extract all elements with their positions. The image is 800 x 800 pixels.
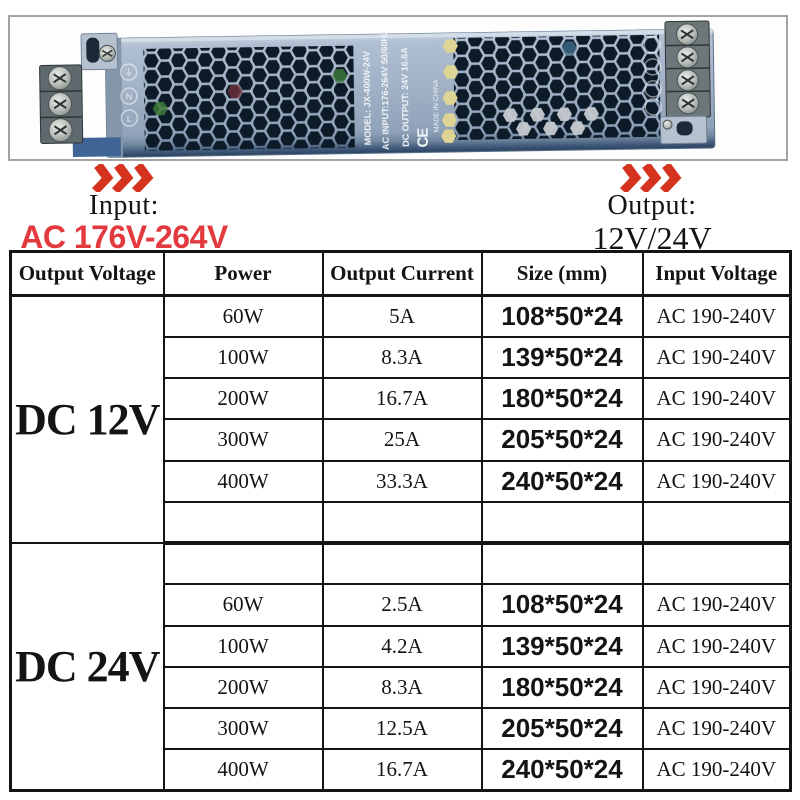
neutral-symbol: N — [126, 92, 133, 102]
input-banner: Input: AC 176V-264V — [18, 164, 230, 253]
left-terminal-block — [39, 64, 84, 144]
power-cell: 400W — [162, 459, 324, 503]
table-row: 400W 16.7A 240*50*24 AC 190-240V — [11, 748, 792, 792]
empty-cell — [162, 541, 324, 586]
input-voltage-cell: AC 190-240V — [641, 583, 792, 627]
table-row: 60W 2.5A 108*50*24 AC 190-240V — [11, 583, 792, 627]
power-cell: 100W — [162, 624, 324, 668]
size-cell: 180*50*24 — [480, 376, 644, 421]
power-cell: 200W — [162, 376, 324, 421]
power-cell: 400W — [162, 748, 324, 792]
header-output-voltage: Output Voltage — [9, 250, 165, 297]
output-banner: Output: 12V/24V — [556, 164, 748, 254]
current-cell: 12.5A — [321, 706, 483, 751]
current-cell: 5A — [321, 294, 483, 338]
empty-row — [11, 500, 792, 546]
power-cell: 300W — [162, 706, 324, 751]
model-text: MODEL: JX-400W-24V — [361, 51, 372, 145]
current-cell: 25A — [321, 418, 483, 462]
header-output-current: Output Current — [321, 250, 483, 297]
current-cell: 8.3A — [321, 665, 483, 710]
size-cell: 139*50*24 — [480, 624, 644, 668]
input-voltage-cell: AC 190-240V — [641, 706, 792, 751]
mounting-ear-left — [80, 32, 119, 71]
empty-cell — [480, 500, 644, 546]
table-row: 400W 33.3A 240*50*24 AC 190-240V — [11, 459, 792, 503]
power-cell: 200W — [162, 665, 324, 710]
empty-cell — [641, 541, 792, 586]
table-row: 200W 8.3A 180*50*24 AC 190-240V — [11, 665, 792, 710]
size-cell: 139*50*24 — [480, 335, 644, 380]
input-voltage-cell: AC 190-240V — [641, 624, 792, 668]
input-voltage-cell: AC 190-240V — [641, 418, 792, 462]
dc-output-text: DC OUTPUT: 24V 16.6A — [399, 47, 411, 147]
chevron-arrows-icon — [92, 164, 154, 192]
input-voltage-cell: AC 190-240V — [641, 459, 792, 503]
empty-cell — [641, 500, 792, 546]
current-cell: 16.7A — [321, 376, 483, 421]
case-shadow-block — [72, 137, 121, 157]
size-cell: 240*50*24 — [480, 748, 644, 792]
table-row: DC 12V 60W 5A 108*50*24 AC 190-240V — [9, 294, 792, 544]
product-photo: ⏚ N L — [8, 15, 788, 161]
right-terminal-block — [664, 20, 711, 119]
mounting-ear-right — [659, 115, 708, 145]
device-label: MODEL: JX-400W-24V AC INPUT:176-264V 50/… — [361, 30, 441, 150]
size-cell: 240*50*24 — [480, 459, 644, 503]
input-voltage-value: AC 176V-264V — [20, 219, 228, 255]
empty-cell — [162, 500, 324, 546]
current-cell: 33.3A — [321, 459, 483, 503]
size-cell: 205*50*24 — [480, 418, 644, 462]
output-voltage-value: 12V/24V — [592, 220, 712, 256]
terminal-markings-right — [643, 36, 662, 116]
power-cell: 60W — [162, 583, 324, 627]
power-supply-image: ⏚ N L — [39, 20, 716, 158]
size-cell: 180*50*24 — [480, 665, 644, 710]
input-voltage-cell: AC 190-240V — [641, 748, 792, 792]
chevron-arrows-icon — [620, 164, 682, 192]
terminal-markings-left: ⏚ N L — [119, 63, 139, 127]
voltage-section-24v: DC 24V — [9, 542, 165, 792]
voltage-section-12v: DC 12V — [9, 294, 165, 544]
size-cell: 108*50*24 — [480, 294, 644, 338]
header-power: Power — [162, 250, 324, 297]
empty-cell — [321, 541, 483, 586]
empty-cell — [480, 541, 644, 586]
header-row: Output Voltage Power Output Current Size… — [9, 250, 792, 297]
ventilation-mesh-right — [440, 34, 661, 143]
header-size: Size (mm) — [480, 250, 644, 297]
header-input-voltage: Input Voltage — [641, 250, 792, 297]
table-row: 200W 16.7A 180*50*24 AC 190-240V — [11, 376, 792, 421]
power-cell: 100W — [162, 335, 324, 380]
size-cell: 108*50*24 — [480, 583, 644, 627]
current-cell: 8.3A — [321, 335, 483, 380]
table-row: 100W 8.3A 139*50*24 AC 190-240V — [11, 335, 792, 380]
empty-cell — [321, 500, 483, 546]
ground-symbol: ⏚ — [124, 68, 133, 78]
table-row: 300W 25A 205*50*24 AC 190-240V — [11, 418, 792, 462]
empty-row: DC 24V — [9, 541, 792, 792]
ventilation-mesh-left — [143, 45, 355, 151]
current-cell: 2.5A — [321, 583, 483, 627]
table-row: 300W 12.5A 205*50*24 AC 190-240V — [11, 706, 792, 751]
size-cell: 205*50*24 — [480, 706, 644, 751]
made-in-china-text: MADE IN CHINA — [433, 79, 441, 132]
power-cell: 300W — [162, 418, 324, 462]
line-symbol: L — [127, 114, 132, 124]
current-cell: 4.2A — [321, 624, 483, 668]
ac-input-text: AC INPUT:176-264V 50/60Hz — [379, 30, 391, 150]
spec-table: Output Voltage Power Output Current Size… — [9, 250, 792, 792]
input-voltage-cell: AC 190-240V — [641, 294, 792, 338]
power-cell: 60W — [162, 294, 324, 338]
input-voltage-cell: AC 190-240V — [641, 335, 792, 380]
current-cell: 16.7A — [321, 748, 483, 792]
table-row: 100W 4.2A 139*50*24 AC 190-240V — [11, 624, 792, 668]
ce-mark: CE — [415, 128, 432, 148]
input-voltage-cell: AC 190-240V — [641, 665, 792, 710]
input-voltage-cell: AC 190-240V — [641, 376, 792, 421]
input-label: Input: — [89, 190, 159, 221]
output-label: Output: — [607, 190, 697, 221]
